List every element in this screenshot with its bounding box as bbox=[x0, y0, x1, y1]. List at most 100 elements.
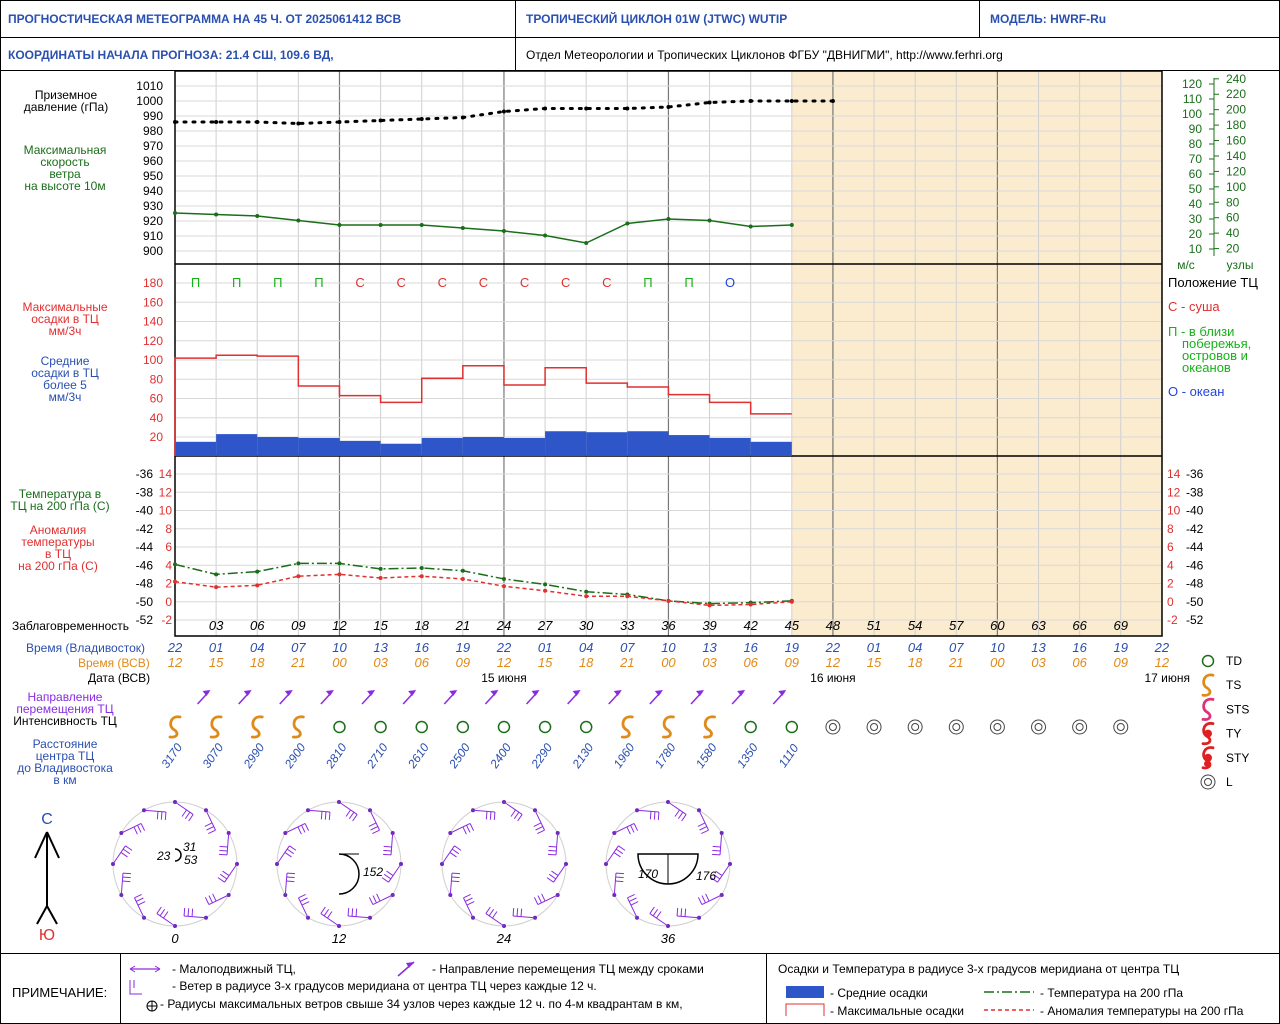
time-vlad: 16 bbox=[743, 640, 758, 655]
anom-point bbox=[789, 599, 794, 604]
wind-ms-tick: 80 bbox=[1189, 137, 1203, 151]
wind-barb-feather bbox=[451, 872, 461, 875]
time-vlad: 01 bbox=[867, 640, 881, 655]
pressure-tick: 950 bbox=[143, 169, 163, 183]
wind-barb-feather bbox=[135, 897, 144, 902]
time-vsv: 21 bbox=[619, 655, 634, 670]
time-vsv: 09 bbox=[1114, 655, 1128, 670]
direction-arrowhead bbox=[696, 690, 704, 696]
header: ПРОГНОСТИЧЕСКАЯ МЕТЕОГРАММА НА 45 Ч. ОТ … bbox=[0, 0, 1280, 71]
anom-tick-left: 0 bbox=[165, 595, 172, 609]
lead-hour: 60 bbox=[990, 618, 1005, 633]
wind-barb-feather bbox=[120, 852, 128, 858]
cyclone-core bbox=[1204, 753, 1212, 762]
wind-barb-feather bbox=[649, 906, 655, 914]
cyclone-curl bbox=[620, 715, 634, 739]
wind-barb-feather bbox=[492, 911, 498, 919]
lead-hour: 36 bbox=[661, 618, 676, 633]
wind-barb-feather bbox=[208, 829, 216, 835]
cyclone-name: ТРОПИЧЕСКИЙ ЦИКЛОН 01W (JTWC) WUTIP bbox=[526, 11, 787, 26]
td-circle bbox=[456, 720, 470, 734]
direction-arrowhead bbox=[654, 690, 663, 696]
mean-precip-bar bbox=[175, 441, 217, 456]
time-vsv: 12 bbox=[497, 655, 512, 670]
wind-rose: 12 152 bbox=[275, 800, 403, 946]
intensity-label: Интенсивность ТЦ bbox=[13, 714, 117, 728]
north-arrow-lines bbox=[34, 831, 60, 925]
wind-barb-feather bbox=[301, 824, 306, 833]
temp-tick-left: -48 bbox=[136, 577, 154, 591]
time-vsv: 15 bbox=[538, 655, 553, 670]
time-vsv: 03 bbox=[1031, 655, 1046, 670]
note-direction: - Направление перемещения ТЦ между срока… bbox=[432, 962, 704, 976]
wind-kt-tick: 140 bbox=[1226, 149, 1246, 163]
max-precip-label: мм/3ч bbox=[49, 324, 82, 338]
wind-barb-shaft bbox=[184, 915, 207, 919]
wind-kt-tick: 160 bbox=[1226, 134, 1246, 148]
mean-precip-bar bbox=[339, 440, 381, 456]
intensity-ts-icon bbox=[250, 715, 264, 739]
time-vlad: 13 bbox=[1031, 640, 1046, 655]
wind-ms-tick: 60 bbox=[1189, 167, 1203, 181]
wind-barb-feather bbox=[705, 893, 710, 902]
radii-label: 31 bbox=[183, 840, 196, 854]
max-precip-label: осадки в ТЦ bbox=[31, 312, 99, 326]
plot-frame bbox=[174, 70, 1163, 637]
wind-barb-feather bbox=[218, 853, 228, 856]
temp-tick-left: -46 bbox=[136, 558, 154, 572]
wind-point bbox=[707, 218, 712, 223]
intensity-td-icon bbox=[497, 720, 511, 734]
temp-tick-left: -38 bbox=[136, 485, 154, 499]
note-still: - Малоподвижный ТЦ, bbox=[172, 962, 296, 976]
anom-tick-right: 10 bbox=[1167, 504, 1181, 518]
wind-barb-feather bbox=[347, 907, 350, 917]
time-vsv: 06 bbox=[743, 655, 758, 670]
wind-point bbox=[214, 212, 219, 217]
wind-point bbox=[501, 229, 506, 233]
direction-arrowhead bbox=[572, 690, 581, 696]
wind-barb-shaft bbox=[667, 801, 687, 815]
wind-barb-feather bbox=[328, 811, 331, 821]
wind-barb-shaft bbox=[390, 832, 394, 855]
anom-tick-right: 4 bbox=[1167, 558, 1174, 572]
td-circle bbox=[497, 720, 511, 734]
precip-tick: 180 bbox=[143, 276, 163, 290]
position-code: С bbox=[602, 275, 611, 290]
lead-hour: 21 bbox=[455, 618, 470, 633]
cyclone-curl bbox=[291, 715, 305, 739]
wind-barb-feather bbox=[618, 845, 626, 851]
wind-barb-feather bbox=[348, 811, 355, 820]
note-wind: - Ветер в радиусе 3-х градусов меридиана… bbox=[172, 979, 597, 993]
position-code: П bbox=[643, 275, 652, 290]
wind-point bbox=[173, 211, 177, 215]
wind-barb-feather bbox=[184, 811, 191, 820]
distance-label: Расстояние bbox=[33, 737, 98, 751]
max-precip-swatch bbox=[785, 1003, 825, 1016]
low-outer-circle bbox=[948, 719, 964, 735]
wind-barb-feather bbox=[304, 823, 310, 831]
precip-tick: 60 bbox=[150, 392, 164, 406]
pressure-label: давление (гПа) bbox=[24, 100, 108, 114]
mean-precip-bar bbox=[257, 437, 299, 456]
wind-kt-tick: 20 bbox=[1226, 242, 1240, 256]
intensity-l-icon bbox=[866, 719, 882, 735]
wind-barb-feather bbox=[298, 893, 306, 899]
wind-barb-feather bbox=[122, 872, 132, 875]
cyclone-curl bbox=[1201, 697, 1215, 721]
still-arrow-heads-icon bbox=[129, 965, 161, 973]
position-code: С bbox=[479, 275, 488, 290]
temp-tick-right: -40 bbox=[1186, 504, 1204, 518]
anom-tick-right: -2 bbox=[1167, 613, 1178, 627]
direction-label: перемещения ТЦ bbox=[16, 702, 113, 716]
pressure-tick: 970 bbox=[143, 139, 163, 153]
wind-barb-shaft bbox=[143, 809, 166, 813]
pressure-point bbox=[337, 120, 342, 124]
distance-label: центра ТЦ bbox=[36, 749, 95, 763]
wind-barb-feather bbox=[122, 848, 131, 855]
wind-kt-tick: 120 bbox=[1226, 164, 1246, 178]
notes-title: ПРИМЕЧАНИЕ: bbox=[12, 985, 107, 1000]
time-vsv: 18 bbox=[250, 655, 265, 670]
position-code: П bbox=[314, 275, 323, 290]
time-vsv: 12 bbox=[826, 655, 841, 670]
